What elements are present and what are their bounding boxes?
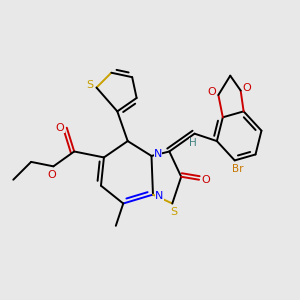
Text: O: O (243, 82, 252, 93)
Text: O: O (56, 123, 64, 133)
Text: N: N (154, 149, 162, 160)
Text: Br: Br (232, 164, 243, 174)
Text: S: S (86, 80, 94, 90)
Text: O: O (47, 170, 56, 180)
Text: H: H (189, 138, 197, 148)
Text: O: O (207, 87, 216, 97)
Text: O: O (201, 175, 210, 185)
Text: S: S (170, 207, 177, 217)
Text: N: N (155, 191, 164, 201)
